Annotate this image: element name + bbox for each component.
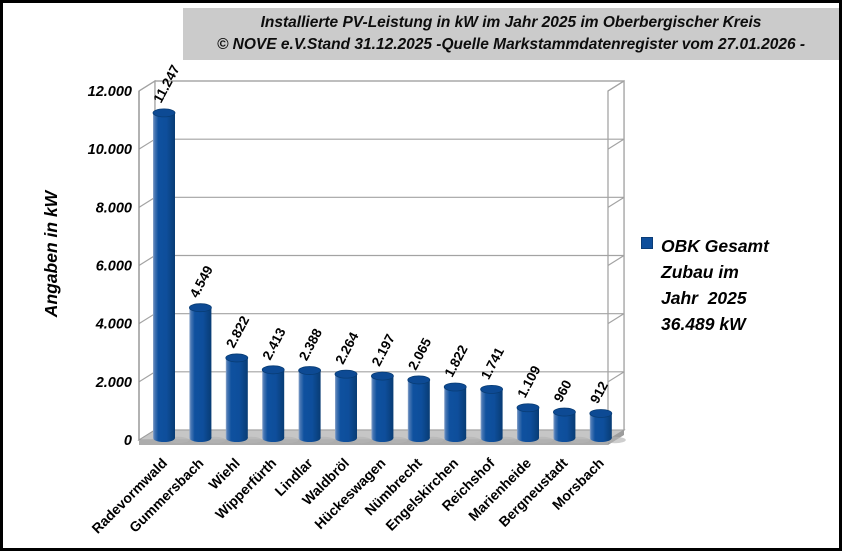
y-tick-label: 4.000 (95, 317, 132, 333)
y-tick-label: 2.000 (95, 375, 132, 391)
bar-top-cap (443, 382, 467, 392)
chart-title-box: Installierte PV-Leistung in kW im Jahr 2… (183, 8, 839, 60)
y-tick-label: 10.000 (88, 142, 132, 158)
gridline (138, 80, 625, 92)
bar (444, 387, 467, 438)
bar (262, 369, 285, 438)
legend-line-1: OBK Gesamt (661, 236, 769, 256)
bar-top-cap (334, 369, 358, 379)
y-tick-label: 12.000 (88, 84, 132, 100)
bar-top-cap (407, 375, 431, 385)
bar (298, 370, 321, 438)
bar-top-cap (480, 384, 504, 394)
bar (589, 413, 612, 438)
legend-label: OBK Gesamt Zubau im Jahr 2025 36.489 kW (661, 233, 769, 337)
y-tick-label: 8.000 (96, 200, 132, 216)
bar-top-cap (553, 407, 576, 417)
chart-legend: OBK Gesamt Zubau im Jahr 2025 36.489 kW (641, 233, 833, 337)
bar-top-cap (152, 108, 176, 118)
bar-top-cap (370, 371, 394, 381)
bar (153, 112, 175, 438)
legend-marker-swatch (641, 237, 653, 249)
bar (517, 407, 539, 438)
legend-line-3: Jahr 2025 (661, 288, 747, 308)
pv-bar-chart: 11.247Radevormwald4.549Gummersbach2.822W… (41, 62, 626, 537)
bar-top-cap (298, 366, 322, 375)
y-tick-label: 6.000 (96, 259, 132, 275)
bar (225, 357, 248, 438)
legend-line-4: 36.489 kW (661, 314, 746, 334)
y-axis-title: Angaben in kW (41, 189, 61, 318)
bar-top-cap (589, 409, 613, 418)
chart-subtitle: © NOVE e.V.Stand 31.12.2025 -Quelle Mark… (216, 36, 806, 53)
legend-line-2: Zubau im (661, 262, 739, 282)
bar (371, 376, 394, 438)
bar (480, 389, 503, 438)
bar-top-cap (225, 353, 249, 363)
bar (189, 307, 212, 438)
y-tick-label: 0 (124, 433, 132, 449)
bar (335, 374, 357, 438)
bar (407, 379, 430, 438)
bar-top-cap (188, 303, 212, 313)
bar-top-cap (516, 403, 540, 413)
bar (553, 412, 576, 438)
chart-title: Installierte PV-Leistung in kW im Jahr 2… (260, 14, 762, 31)
bar-top-cap (261, 365, 285, 375)
